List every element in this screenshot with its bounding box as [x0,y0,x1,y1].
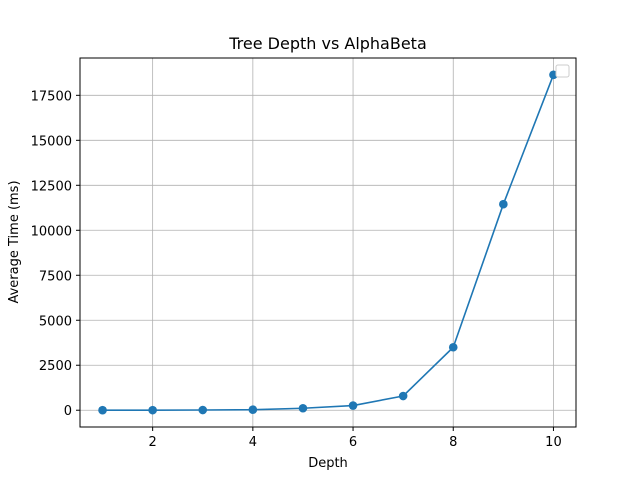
series-layer [98,70,558,415]
data-point [448,342,458,352]
data-point [148,405,157,415]
x-tick-label: 10 [545,435,562,450]
x-tick-label: 2 [149,435,157,450]
y-tick-label: 10000 [31,224,72,239]
data-point [98,405,107,415]
series-line [102,74,555,412]
x-axis-ticks: 2 4 6 8 10 [149,427,562,450]
plot-frame [79,57,577,428]
data-point [198,405,208,415]
grid [80,58,576,427]
data-point [398,391,408,401]
chart-title: Tree Depth vs AlphaBeta [228,34,427,53]
data-point [499,199,508,209]
x-tick-label: 6 [349,435,357,450]
x-tick-label: 4 [249,435,257,450]
plot-area [80,58,576,427]
y-tick-label: 7500 [39,269,72,284]
y-axis-label: Average Time (ms) [7,180,22,303]
y-tick-label: 15000 [31,134,72,149]
x-axis-label: Depth [308,456,348,471]
x-tick-label: 8 [449,435,457,450]
y-tick-label: 5000 [39,314,72,329]
y-tick-label: 17500 [31,89,72,104]
y-tick-label: 12500 [31,179,72,194]
y-tick-label: 2500 [39,359,72,374]
data-point [348,401,358,410]
y-tick-label: 0 [64,404,72,419]
data-point [298,403,308,413]
legend-box [555,64,570,78]
data-point [248,405,258,414]
y-axis-ticks: 0 2500 5000 7500 10000 12500 15000 17500 [31,89,80,419]
